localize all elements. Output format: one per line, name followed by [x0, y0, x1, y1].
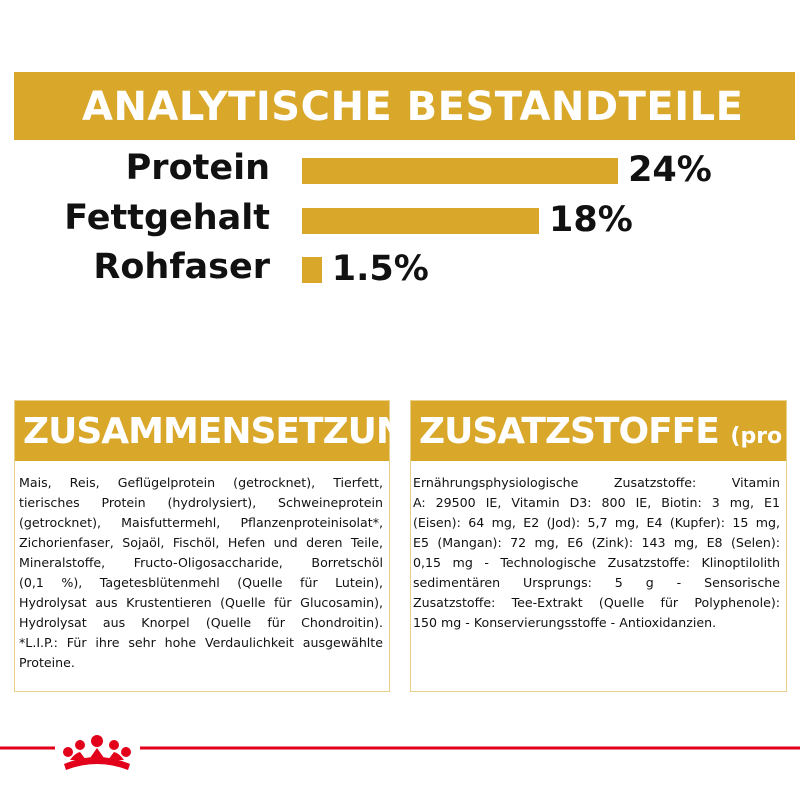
text-line: Ernährungsphysiologische Zusatzstoffe: V… — [413, 475, 780, 490]
text-line: *L.I.P.: Für ihre sehr hohe Verdaulichke… — [19, 635, 383, 650]
text-line: Proteine. — [19, 655, 75, 670]
text-line: (Eisen): 64 mg, E2 (Jod): 5,7 mg, E4 (Ku… — [413, 515, 780, 530]
text-line: Hydrolysat aus Krustentieren (Quelle für… — [19, 595, 383, 610]
value-label: 24% — [628, 150, 712, 190]
logo — [63, 735, 131, 770]
category-label: Protein — [125, 148, 270, 188]
section-text: Ernährungsphysiologische Zusatzstoffe: V… — [411, 461, 786, 633]
bar — [302, 158, 619, 184]
category-label: Rohfaser — [93, 247, 270, 287]
category-label: Fettgehalt — [64, 197, 270, 238]
footer — [0, 735, 800, 770]
text-line: A: 29500 IE, Vitamin D3: 800 IE, Biotin:… — [413, 495, 780, 510]
bar — [302, 207, 540, 234]
text-line: Mineralstoffe, Fructo-Oligosaccharide, B… — [19, 555, 383, 570]
chart: Protein 24% Fettgehalt 18% Rohfaser 1.5% — [0, 148, 800, 320]
bar — [302, 257, 322, 283]
additives-box: ZUSATZSTOFFE (pro kg) Ernährungsphysiolo… — [410, 400, 787, 692]
unit: (pro kg) — [419, 424, 783, 516]
text-line: Hydrolysat aus Knorpel (Quelle für Chond… — [19, 615, 383, 630]
text-line: Mais, Reis, Geflügelprotein (getrocknet)… — [19, 475, 383, 490]
text-line: (getrocknet), Maisfuttermehl, Pflanzenpr… — [19, 515, 383, 530]
text-line: sedimentären Ursprungs: 5 g - Sensorisch… — [413, 575, 780, 590]
text-line: E5 (Mangan): 72 mg, E6 (Zink): 143 mg, E… — [413, 535, 780, 550]
text-line: 150 mg - Konservierungsstoffe - Antioxid… — [413, 615, 717, 630]
text-line: (0,1 %), Tagetesblütenmehl (Quelle für L… — [19, 575, 383, 590]
text-line: tierisches Protein (hydrolysiert), Schwe… — [19, 495, 383, 510]
text-line: 0,15 mg - Technologische Zusatzstoffe: K… — [413, 555, 780, 570]
chart-title: ANALYTISCHE BESTANDTEILE — [14, 72, 795, 140]
value-label: 1.5% — [331, 249, 429, 289]
section-text: Mais, Reis, Geflügelprotein (getrocknet)… — [15, 461, 389, 673]
section-title-text: ZUSATZSTOFFE — [419, 411, 720, 452]
section-title: ZUSATZSTOFFE (pro kg) — [411, 401, 786, 516]
text-line: Zusatzstoffe: Tee-Extrakt (Quelle für Po… — [413, 595, 780, 610]
composition-box: ZUSAMMENSETZUNG Mais, Reis, Geflügelprot… — [14, 400, 435, 692]
value-label: 18% — [549, 199, 633, 240]
text-line: Zichorienfaser, Sojaöl, Fischöl, Hefen u… — [19, 535, 383, 550]
section-title: ZUSAMMENSETZUNG — [15, 401, 435, 461]
